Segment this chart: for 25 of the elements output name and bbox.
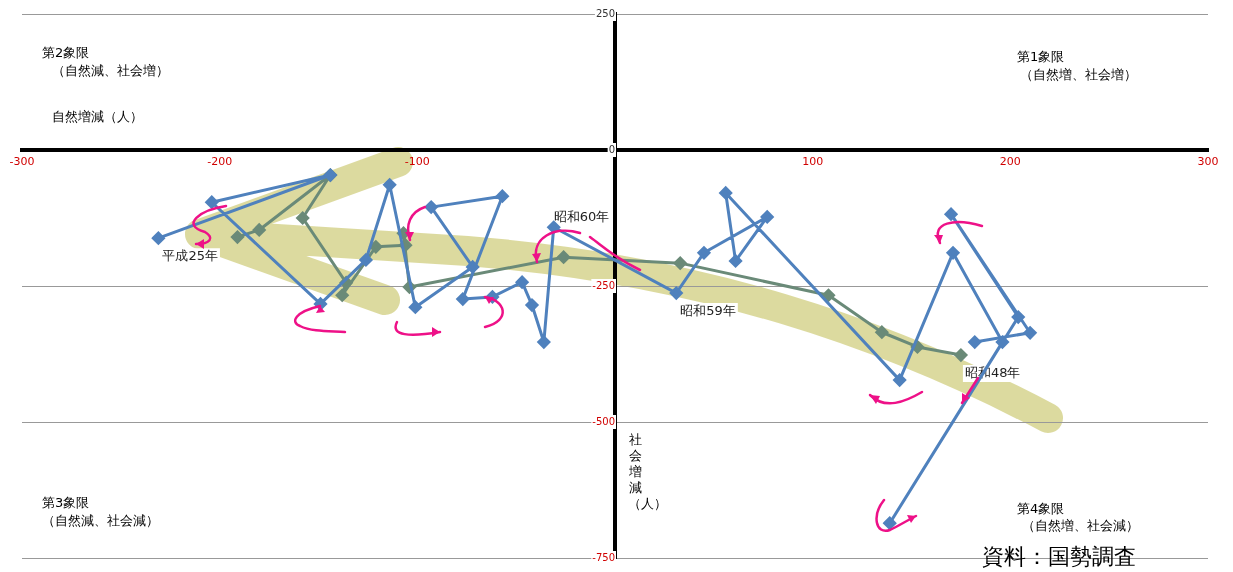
annotation: （自然増、社会減） [1022,517,1139,535]
annotation: （自然増、社会増） [1020,66,1137,84]
annotation: 昭和59年 [680,302,736,318]
annotation: 資料：国勢調査 [982,543,1136,571]
y-tick-label: 0 [608,143,615,155]
x-tick-label: 300 [1197,155,1219,169]
x-tick-label: 100 [802,155,824,169]
x-tick-label: -200 [207,155,233,169]
annotation: 第3象限 [42,494,90,512]
x-tick-label: -300 [9,155,35,169]
x-tick-label: -100 [404,155,430,169]
annotation: 第4象限 [1017,500,1065,518]
y-axis-title: 社会増減（人） [628,432,667,512]
y-tick-label: -250 [592,279,615,291]
y-tick-label: -750 [592,551,615,563]
annotation: 平成25年 [162,248,218,263]
x-axis-title: 自然増減（人） [52,108,143,126]
annotation: （自然減、社会減） [42,512,159,530]
y-tick-label: -500 [592,415,615,427]
annotation: 第2象限 [42,44,90,62]
annotation: （自然減、社会増） [52,62,169,80]
y-tick-label: 250 [595,7,615,19]
x-tick-label: 200 [999,155,1021,169]
annotation: 第1象限 [1017,48,1065,66]
annotation: 昭和60年 [553,209,610,225]
